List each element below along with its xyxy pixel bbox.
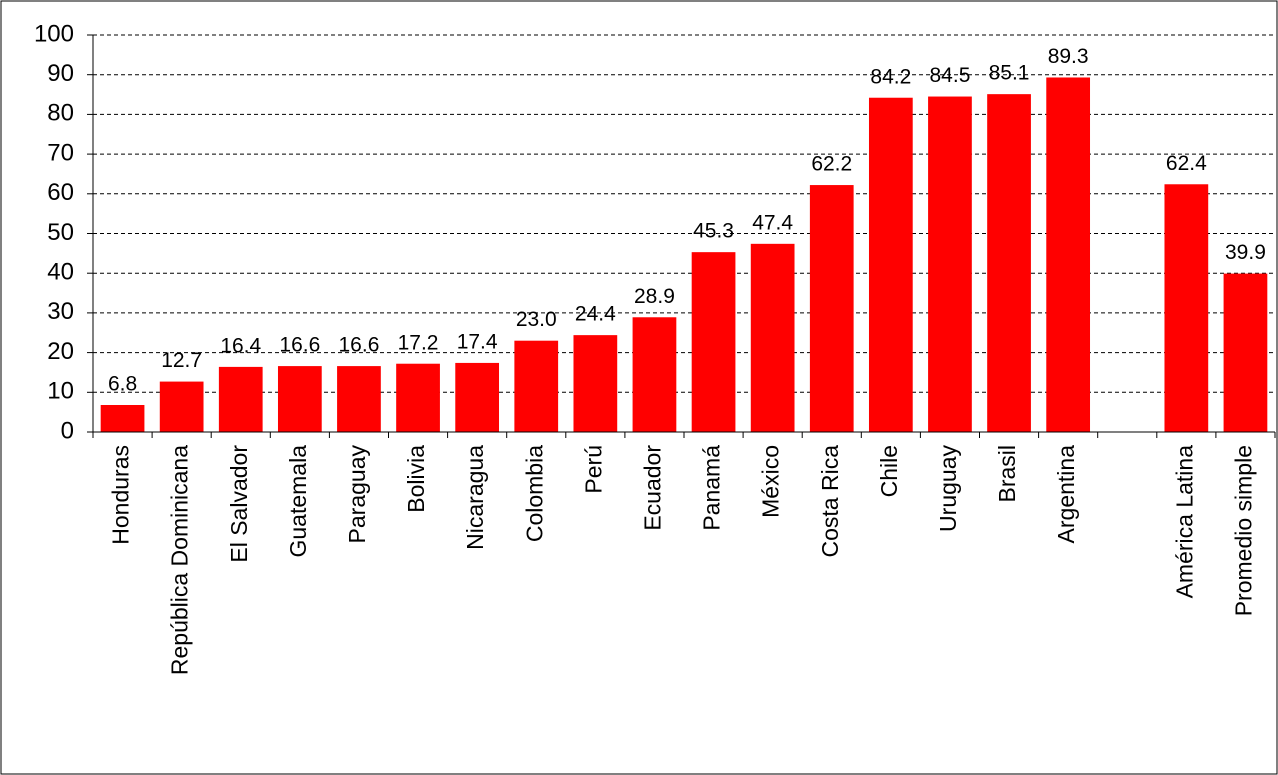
bar [100,405,145,432]
value-label: 16.6 [339,334,380,357]
value-label: 85.1 [989,62,1030,85]
y-tick-label: 10 [47,378,74,405]
x-tick-label: Uruguay [935,445,961,532]
bar [455,362,500,432]
bar [573,335,618,432]
bar [809,185,854,432]
x-tick-label: Costa Rica [817,445,843,558]
value-label: 23.0 [516,308,557,331]
bar [750,243,795,432]
bar [514,340,559,432]
x-tick-label: Guatemala [285,445,311,558]
x-tick-label: República Dominicana [167,445,193,675]
x-tick-label: Perú [580,445,606,494]
value-label: 17.4 [457,330,498,353]
value-label: 62.2 [811,153,852,176]
value-label: 28.9 [634,285,675,308]
value-label: 16.4 [220,334,261,357]
bar [691,252,736,432]
x-tick-label: Nicaragua [462,445,488,550]
bar [218,366,263,432]
value-label: 39.9 [1225,241,1266,264]
value-label: 84.5 [930,64,971,87]
x-tick-label: Argentina [1053,445,1079,544]
y-tick-label: 70 [47,139,74,166]
value-label: 47.4 [752,211,793,234]
x-tick-label: Panamá [699,445,725,531]
value-label: 24.4 [575,303,616,326]
bar [987,94,1031,432]
bar [1164,184,1209,432]
x-tick-label: México [758,445,784,518]
y-tick-label: 20 [47,338,74,365]
y-tick-label: 40 [47,259,74,286]
value-label: 17.2 [398,331,439,354]
bar [1046,77,1091,432]
x-tick-label: Chile [876,445,902,497]
y-tick-label: 30 [47,298,74,325]
y-tick-label: 80 [47,100,74,127]
value-label: 84.2 [870,65,911,88]
value-label: 45.3 [693,220,734,243]
bar [277,366,322,432]
y-tick-label: 100 [34,20,74,47]
y-tick-label: 50 [47,219,74,246]
x-tick-label: Honduras [108,445,134,545]
bar [632,317,677,432]
bar [159,381,204,432]
bar [337,366,381,432]
x-tick-label: Promedio simple [1231,445,1257,616]
value-label: 12.7 [161,349,202,372]
x-tick-label: Bolivia [403,445,429,513]
bar [928,96,972,432]
value-label: 62.4 [1166,152,1207,175]
x-tick-label: Ecuador [640,445,666,531]
x-tick-label: Paraguay [344,445,370,544]
x-tick-label: Colombia [521,445,547,542]
value-label: 6.8 [108,373,137,396]
y-tick-label: 60 [47,179,74,206]
bar [868,97,913,432]
value-label: 16.6 [279,334,320,357]
x-tick-label: Brasil [994,445,1020,503]
x-tick-label: América Latina [1171,445,1197,599]
x-tick-label: El Salvador [226,445,252,563]
value-label: 89.3 [1048,45,1089,68]
bar [1223,273,1268,432]
y-tick-label: 90 [47,60,74,87]
y-tick-label: 0 [61,417,74,444]
bar [396,363,440,432]
